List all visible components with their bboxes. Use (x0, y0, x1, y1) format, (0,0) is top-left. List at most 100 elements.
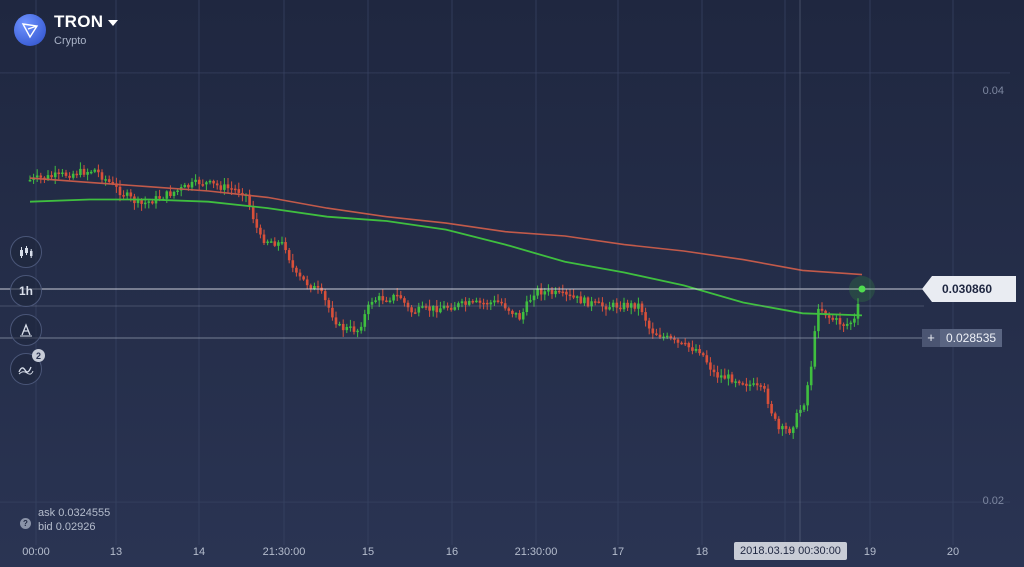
candle-body (644, 312, 647, 321)
candle-body (413, 312, 417, 314)
chart-toolbar: 1h 2 (10, 236, 45, 392)
candle-body (514, 313, 518, 315)
drawing-tool-icon (20, 323, 32, 337)
candle-body (118, 186, 122, 196)
candle-body (39, 175, 43, 178)
candle-body (431, 306, 435, 311)
candle-body (143, 202, 147, 205)
candle-body (323, 291, 327, 301)
candle-body (280, 242, 284, 244)
candle-body (640, 303, 644, 313)
candle-body (579, 296, 583, 304)
candle-body (673, 338, 676, 340)
asset-selector[interactable]: TRON (54, 12, 119, 32)
candle-body (755, 383, 759, 386)
asset-header[interactable]: TRON Crypto (14, 12, 119, 47)
candle-body (496, 300, 500, 302)
candle-body (169, 191, 172, 196)
candle-body (698, 349, 701, 354)
candle-body (219, 185, 223, 190)
candle-body (845, 323, 849, 326)
candle-body (838, 318, 842, 325)
candle-body (172, 191, 176, 196)
add-alert-button[interactable]: + (922, 329, 940, 347)
candle-body (183, 184, 187, 188)
candle-body (71, 173, 75, 178)
candle-body (140, 199, 143, 204)
candle-body (503, 303, 507, 309)
candle-body (478, 300, 482, 303)
candle-body (359, 326, 363, 331)
candle-body (421, 306, 424, 308)
candle-body (827, 315, 831, 318)
x-tick-label: 20 (946, 546, 960, 558)
x-tick-label: 18 (695, 546, 709, 558)
moving-average-fast-line (29, 198, 863, 317)
candle-body (619, 307, 622, 310)
candle-body (136, 199, 140, 204)
candle-body (147, 201, 151, 203)
candle-body (835, 318, 838, 320)
candle-body (165, 191, 169, 199)
candle-body (298, 272, 302, 277)
timeframe-button[interactable]: 1h (10, 275, 42, 307)
candle-body (824, 310, 827, 316)
candle-body (820, 308, 824, 311)
candle-body (773, 413, 777, 419)
candle-body (475, 300, 478, 303)
candle-body (701, 353, 705, 356)
candle-body (266, 241, 269, 244)
candle-body (377, 296, 381, 301)
y-tick-label: 0.04 (982, 85, 1004, 97)
candle-body (316, 285, 320, 288)
candle-body (187, 184, 190, 188)
x-tick-label: 19 (863, 546, 877, 558)
candle-body (194, 179, 197, 182)
candle-body (597, 301, 601, 304)
drawing-tools-button[interactable] (10, 314, 42, 346)
candle-body (223, 184, 226, 190)
candle-body (601, 302, 604, 307)
candle-body (104, 179, 107, 181)
candle-body (583, 297, 586, 304)
candle-body (93, 169, 97, 172)
candle-body (158, 196, 161, 199)
chart-type-button[interactable] (10, 236, 42, 268)
candle-body (262, 234, 266, 244)
candle-body (46, 175, 50, 180)
candle-body (356, 330, 359, 333)
help-icon[interactable]: ? (20, 518, 31, 529)
candle-body (781, 426, 784, 430)
candle-body (68, 175, 71, 178)
candle-body (399, 295, 403, 299)
candle-body (388, 300, 392, 303)
candle-body (151, 201, 154, 204)
candle-body (633, 303, 637, 309)
candle-body (439, 308, 442, 313)
candle-body (532, 295, 536, 301)
candle-body (176, 190, 179, 192)
crosshair-time-badge: 2018.03.19 00:30:00 (734, 542, 847, 560)
candle-body (392, 294, 395, 301)
candle-body (655, 333, 658, 335)
candle-body (511, 310, 514, 314)
candle-body (737, 381, 741, 384)
candle-body (460, 301, 464, 304)
candle-body (550, 290, 554, 295)
candle-body (712, 369, 716, 373)
candle-body (53, 172, 57, 178)
candle-body (107, 179, 111, 182)
candle-body (622, 302, 626, 310)
candle-body (763, 386, 766, 389)
price-level-tag: + 0.028535 (922, 329, 1003, 347)
candle-body (791, 427, 795, 433)
indicators-button[interactable]: 2 (10, 349, 45, 385)
candle-body (237, 189, 241, 193)
candle-body (259, 227, 262, 235)
candle-body (345, 326, 349, 331)
candle-body (309, 285, 313, 289)
candle-body (626, 302, 629, 308)
candle-body (467, 301, 471, 305)
asset-name: TRON (54, 12, 104, 31)
